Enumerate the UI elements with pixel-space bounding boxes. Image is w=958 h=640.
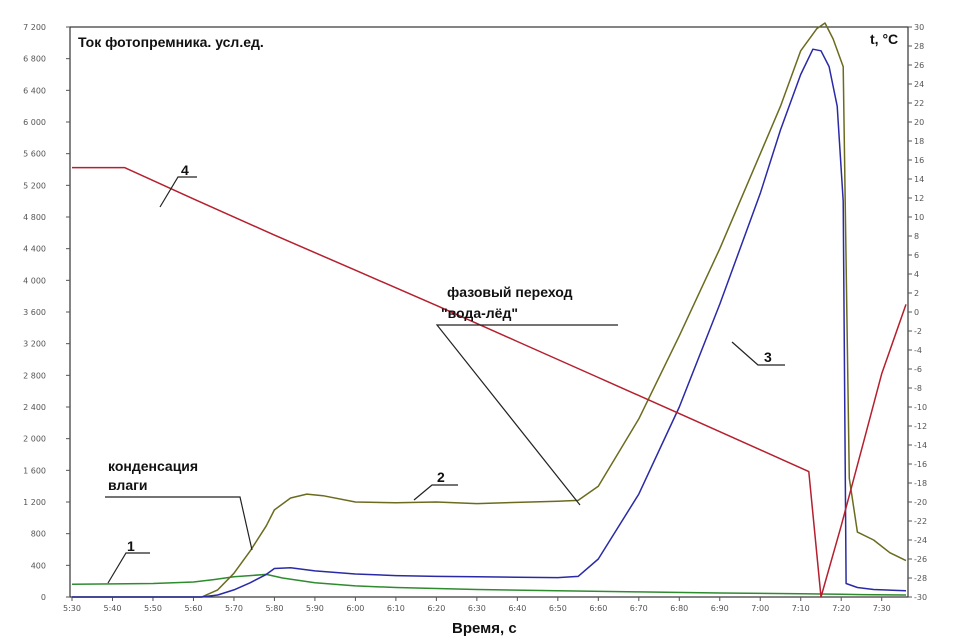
x-tick-label: 5:60	[184, 604, 202, 613]
y-right-tick-label: 28	[914, 42, 924, 51]
annotation-3: 3	[764, 349, 772, 365]
y-left-tick-label: 2 800	[23, 371, 46, 380]
x-tick-label: 7:30	[873, 604, 891, 613]
x-tick-label: 6:80	[670, 604, 688, 613]
annotation-leaders	[105, 176, 785, 584]
y-left-tick-label: 3 200	[23, 340, 46, 349]
y-right-tick-label: -6	[914, 365, 922, 374]
y-left-tick-label: 7 200	[23, 23, 46, 32]
y-right-tick-label: -30	[914, 593, 927, 602]
y-left-tick-label: 5 600	[23, 150, 46, 159]
x-axis-title: Время, с	[452, 620, 517, 637]
y-right-tick-label: -22	[914, 517, 927, 526]
x-tick-label: 7:20	[832, 604, 850, 613]
y-left-tick-label: 800	[31, 530, 46, 539]
y-right-tick-label: 20	[914, 118, 924, 127]
annotation-condensation-line2: влаги	[108, 477, 148, 493]
y-right-tick-label: -10	[914, 403, 927, 412]
annotation-phase-line2: "вода-лёд"	[441, 305, 518, 321]
series-line-4	[72, 166, 907, 598]
y-left-tick-label: 4 000	[23, 276, 46, 285]
y-left-tick-label: 6 000	[23, 118, 46, 127]
y-right-axis: -30-28-26-24-22-20-18-16-14-12-10-8-6-4-…	[908, 23, 927, 602]
y-left-tick-label: 6 800	[23, 55, 46, 64]
y-right-tick-label: -28	[914, 574, 927, 583]
leader-4	[159, 176, 197, 208]
leader-2	[413, 484, 458, 501]
x-tick-label: 6:30	[468, 604, 486, 613]
y-right-tick-label: -26	[914, 555, 927, 564]
y-left-tick-label: 4 800	[23, 213, 46, 222]
y-right-tick-label: -8	[914, 384, 922, 393]
y-right-tick-label: 0	[914, 308, 919, 317]
y-right-tick-label: 18	[914, 137, 924, 146]
x-tick-label: 5:80	[265, 604, 283, 613]
y-left-tick-label: 6 400	[23, 86, 46, 95]
series-line-3	[72, 48, 907, 598]
series-layer	[71, 22, 907, 598]
x-tick-label: 5:90	[306, 604, 324, 613]
y-right-tick-label: -12	[914, 422, 927, 431]
x-tick-label: 6:70	[630, 604, 648, 613]
y-left-tick-label: 3 600	[23, 308, 46, 317]
y-right-tick-label: 4	[914, 270, 919, 279]
y-right-tick-label: 8	[914, 232, 919, 241]
x-tick-label: 7:00	[751, 604, 769, 613]
y-left-axis: 0 400 800 1 200 1 600 2 000 2 400 2 800 3 200 3 6…	[23, 23, 70, 602]
y-left-tick-label: 400	[31, 561, 46, 570]
x-tick-label: 6:10	[387, 604, 405, 613]
right-axis-title: t, °C	[870, 31, 898, 47]
annotation-phase-line1: фазовый переход	[447, 284, 573, 300]
y-left-tick-label: 0	[41, 593, 46, 602]
y-right-tick-label: 10	[914, 213, 924, 222]
annotation-4: 4	[181, 162, 189, 178]
leader-condensation	[105, 496, 253, 551]
x-tick-label: 6:40	[508, 604, 526, 613]
y-right-tick-label: 2	[914, 289, 919, 298]
x-tick-label: 5:40	[104, 604, 122, 613]
y-right-tick-label: 12	[914, 194, 924, 203]
leader-phase	[435, 324, 618, 506]
leader-1	[107, 552, 150, 584]
y-right-tick-label: -18	[914, 479, 927, 488]
leader-3	[731, 341, 785, 366]
y-right-tick-label: 26	[914, 61, 924, 70]
y-right-tick-label: 24	[914, 80, 924, 89]
x-tick-label: 5:70	[225, 604, 243, 613]
annotation-2: 2	[437, 469, 445, 485]
series-line-2	[72, 22, 907, 598]
y-right-tick-label: -14	[914, 441, 927, 450]
series-line-1	[71, 573, 907, 596]
y-left-tick-label: 1 200	[23, 498, 46, 507]
y-right-tick-label: -2	[914, 327, 922, 336]
y-left-tick-label: 2 400	[23, 403, 46, 412]
y-left-tick-label: 2 000	[23, 435, 46, 444]
x-tick-label: 6:20	[427, 604, 445, 613]
y-left-tick-label: 5 200	[23, 181, 46, 190]
y-right-tick-label: -4	[914, 346, 922, 355]
y-right-tick-label: 6	[914, 251, 919, 260]
y-right-tick-label: -20	[914, 498, 927, 507]
x-tick-label: 7:10	[792, 604, 810, 613]
y-right-tick-label: -16	[914, 460, 927, 469]
annotation-condensation-line1: конденсация	[108, 458, 198, 474]
x-tick-label: 6:90	[711, 604, 729, 613]
x-tick-label: 6:60	[589, 604, 607, 613]
annotation-1: 1	[127, 538, 135, 554]
x-tick-label: 5:30	[63, 604, 81, 613]
x-tick-label: 6:00	[346, 604, 364, 613]
y-left-tick-label: 4 400	[23, 245, 46, 254]
y-right-tick-label: 22	[914, 99, 924, 108]
y-right-tick-label: -24	[914, 536, 927, 545]
y-left-tick-label: 1 600	[23, 466, 46, 475]
x-axis: 5:30 5:40 5:50 5:60 5:70 5:80 5:90 6:00 6:10 6:20…	[63, 597, 891, 613]
y-right-tick-label: 16	[914, 156, 924, 165]
y-right-tick-label: 30	[914, 23, 924, 32]
x-tick-label: 5:50	[144, 604, 162, 613]
chart-title: Ток фотопремника. усл.ед.	[78, 34, 264, 50]
x-tick-label: 6:50	[549, 604, 567, 613]
y-right-tick-label: 14	[914, 175, 924, 184]
